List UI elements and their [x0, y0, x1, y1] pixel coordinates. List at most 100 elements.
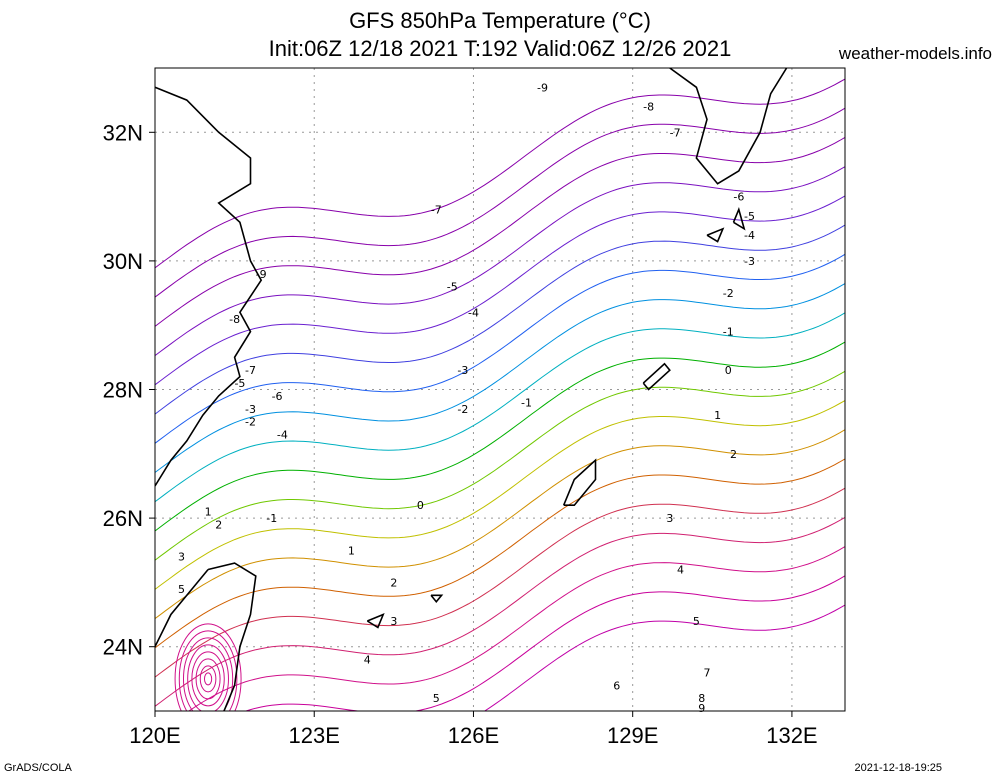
- lon-tick-label: 129E: [607, 723, 658, 748]
- contour-label: 0: [725, 364, 732, 377]
- contour-label: 2: [215, 519, 222, 532]
- contour-label: 3: [178, 551, 185, 564]
- isotherm-line: [155, 195, 845, 386]
- isotherm-line: [155, 253, 845, 444]
- contour-label: -7: [670, 126, 681, 139]
- grid-lines: [155, 68, 845, 711]
- contour-label: -7: [431, 203, 442, 216]
- contour-label: -1: [723, 326, 734, 339]
- isotherm-line: [155, 136, 845, 328]
- coastline: [155, 86, 263, 487]
- contour-label: 1: [348, 544, 355, 557]
- isotherm-line: [483, 604, 845, 711]
- contour-label: -3: [457, 364, 468, 377]
- footer-right: 2021-12-18-19:25: [854, 762, 942, 774]
- isotherm-line: [155, 224, 845, 415]
- isotherm-line: [155, 283, 845, 474]
- contour-label: 2: [390, 576, 397, 589]
- lat-tick-label: 30N: [103, 249, 143, 274]
- isotherm-line: [182, 637, 234, 711]
- contour-label: 9: [698, 702, 705, 715]
- contour-label: 2: [730, 448, 737, 461]
- contour-label: -2: [245, 416, 256, 429]
- coastline: [732, 207, 746, 231]
- coastline: [430, 594, 444, 603]
- contour-label: -6: [733, 191, 744, 204]
- lat-tick-label: 26N: [103, 506, 143, 531]
- contour-label: 7: [704, 666, 711, 679]
- isotherm-line: [155, 516, 845, 707]
- coastline: [207, 562, 257, 711]
- contour-label: 5: [178, 583, 185, 596]
- coastline: [562, 458, 597, 506]
- isotherm-line: [155, 429, 845, 620]
- coastline: [706, 227, 725, 243]
- lon-tick-label: 123E: [289, 723, 340, 748]
- contour-label: -8: [643, 101, 654, 114]
- contour-label: -9: [256, 268, 267, 281]
- isotherms: [155, 78, 845, 711]
- isotherm-line: [187, 644, 229, 711]
- contour-label: -2: [723, 287, 734, 300]
- latitude-axis: 32N 30N 28N 26N 24N: [103, 120, 155, 660]
- coastline: [669, 68, 788, 185]
- contour-label: 1: [205, 506, 212, 519]
- lon-tick-label: 120E: [129, 723, 180, 748]
- lon-tick-label: 132E: [766, 723, 817, 748]
- site-label: weather-models.info: [838, 44, 992, 63]
- contour-label: -3: [744, 255, 755, 268]
- isotherm-line: [199, 665, 217, 693]
- contour-label: 3: [390, 615, 397, 628]
- isotherm-line: [155, 399, 845, 591]
- lat-tick-label: 32N: [103, 120, 143, 145]
- map-title: GFS 850hPa Temperature (°C): [349, 8, 651, 33]
- contour-label: -1: [266, 512, 277, 525]
- lat-tick-label: 28N: [103, 378, 143, 403]
- contour-label: -7: [245, 364, 256, 377]
- coastline: [642, 362, 671, 391]
- isotherm-line: [155, 107, 845, 298]
- isotherm-line: [155, 487, 845, 678]
- contour-label: -5: [234, 377, 245, 390]
- isotherm-line: [191, 651, 225, 707]
- contour-label: 6: [613, 679, 620, 692]
- contour-label: -5: [447, 281, 458, 294]
- coastlines: [155, 68, 788, 711]
- coastline: [155, 568, 209, 648]
- isotherm-line: [244, 575, 845, 711]
- contour-label: -1: [521, 396, 532, 409]
- contour-label: -8: [229, 313, 240, 326]
- contour-label: -2: [457, 403, 468, 416]
- isotherm-line: [155, 312, 845, 503]
- isotherm-line: [187, 546, 845, 711]
- contour-label: 4: [677, 564, 684, 577]
- isotherm-line: [155, 370, 845, 561]
- contour-label: 1: [714, 409, 721, 422]
- contour-label: -5: [744, 210, 755, 223]
- contour-label: 5: [693, 615, 700, 628]
- isotherm-line: [203, 672, 213, 686]
- isotherm-line: [178, 630, 238, 711]
- contour-label: 8: [698, 692, 705, 705]
- contour-label: -4: [277, 429, 288, 442]
- contour-label: -4: [744, 229, 755, 242]
- contour-label: 3: [666, 512, 673, 525]
- isotherm-line: [155, 78, 845, 269]
- footer-left: GrADS/COLA: [4, 762, 72, 774]
- map-subtitle: Init:06Z 12/18 2021 T:192 Valid:06Z 12/2…: [268, 36, 732, 61]
- coastline: [366, 613, 385, 629]
- lat-tick-label: 24N: [103, 635, 143, 660]
- isotherm-line: [155, 341, 845, 532]
- contour-label: -4: [468, 306, 479, 319]
- contour-label: -9: [537, 81, 548, 94]
- isotherm-line: [155, 166, 845, 357]
- isotherm-line: [174, 623, 242, 711]
- isotherm-line: [155, 458, 845, 649]
- contour-label: 5: [433, 692, 440, 705]
- contour-label: 4: [364, 654, 371, 667]
- lon-tick-label: 126E: [448, 723, 499, 748]
- contour-label: -3: [245, 403, 256, 416]
- contour-label: 0: [417, 499, 424, 512]
